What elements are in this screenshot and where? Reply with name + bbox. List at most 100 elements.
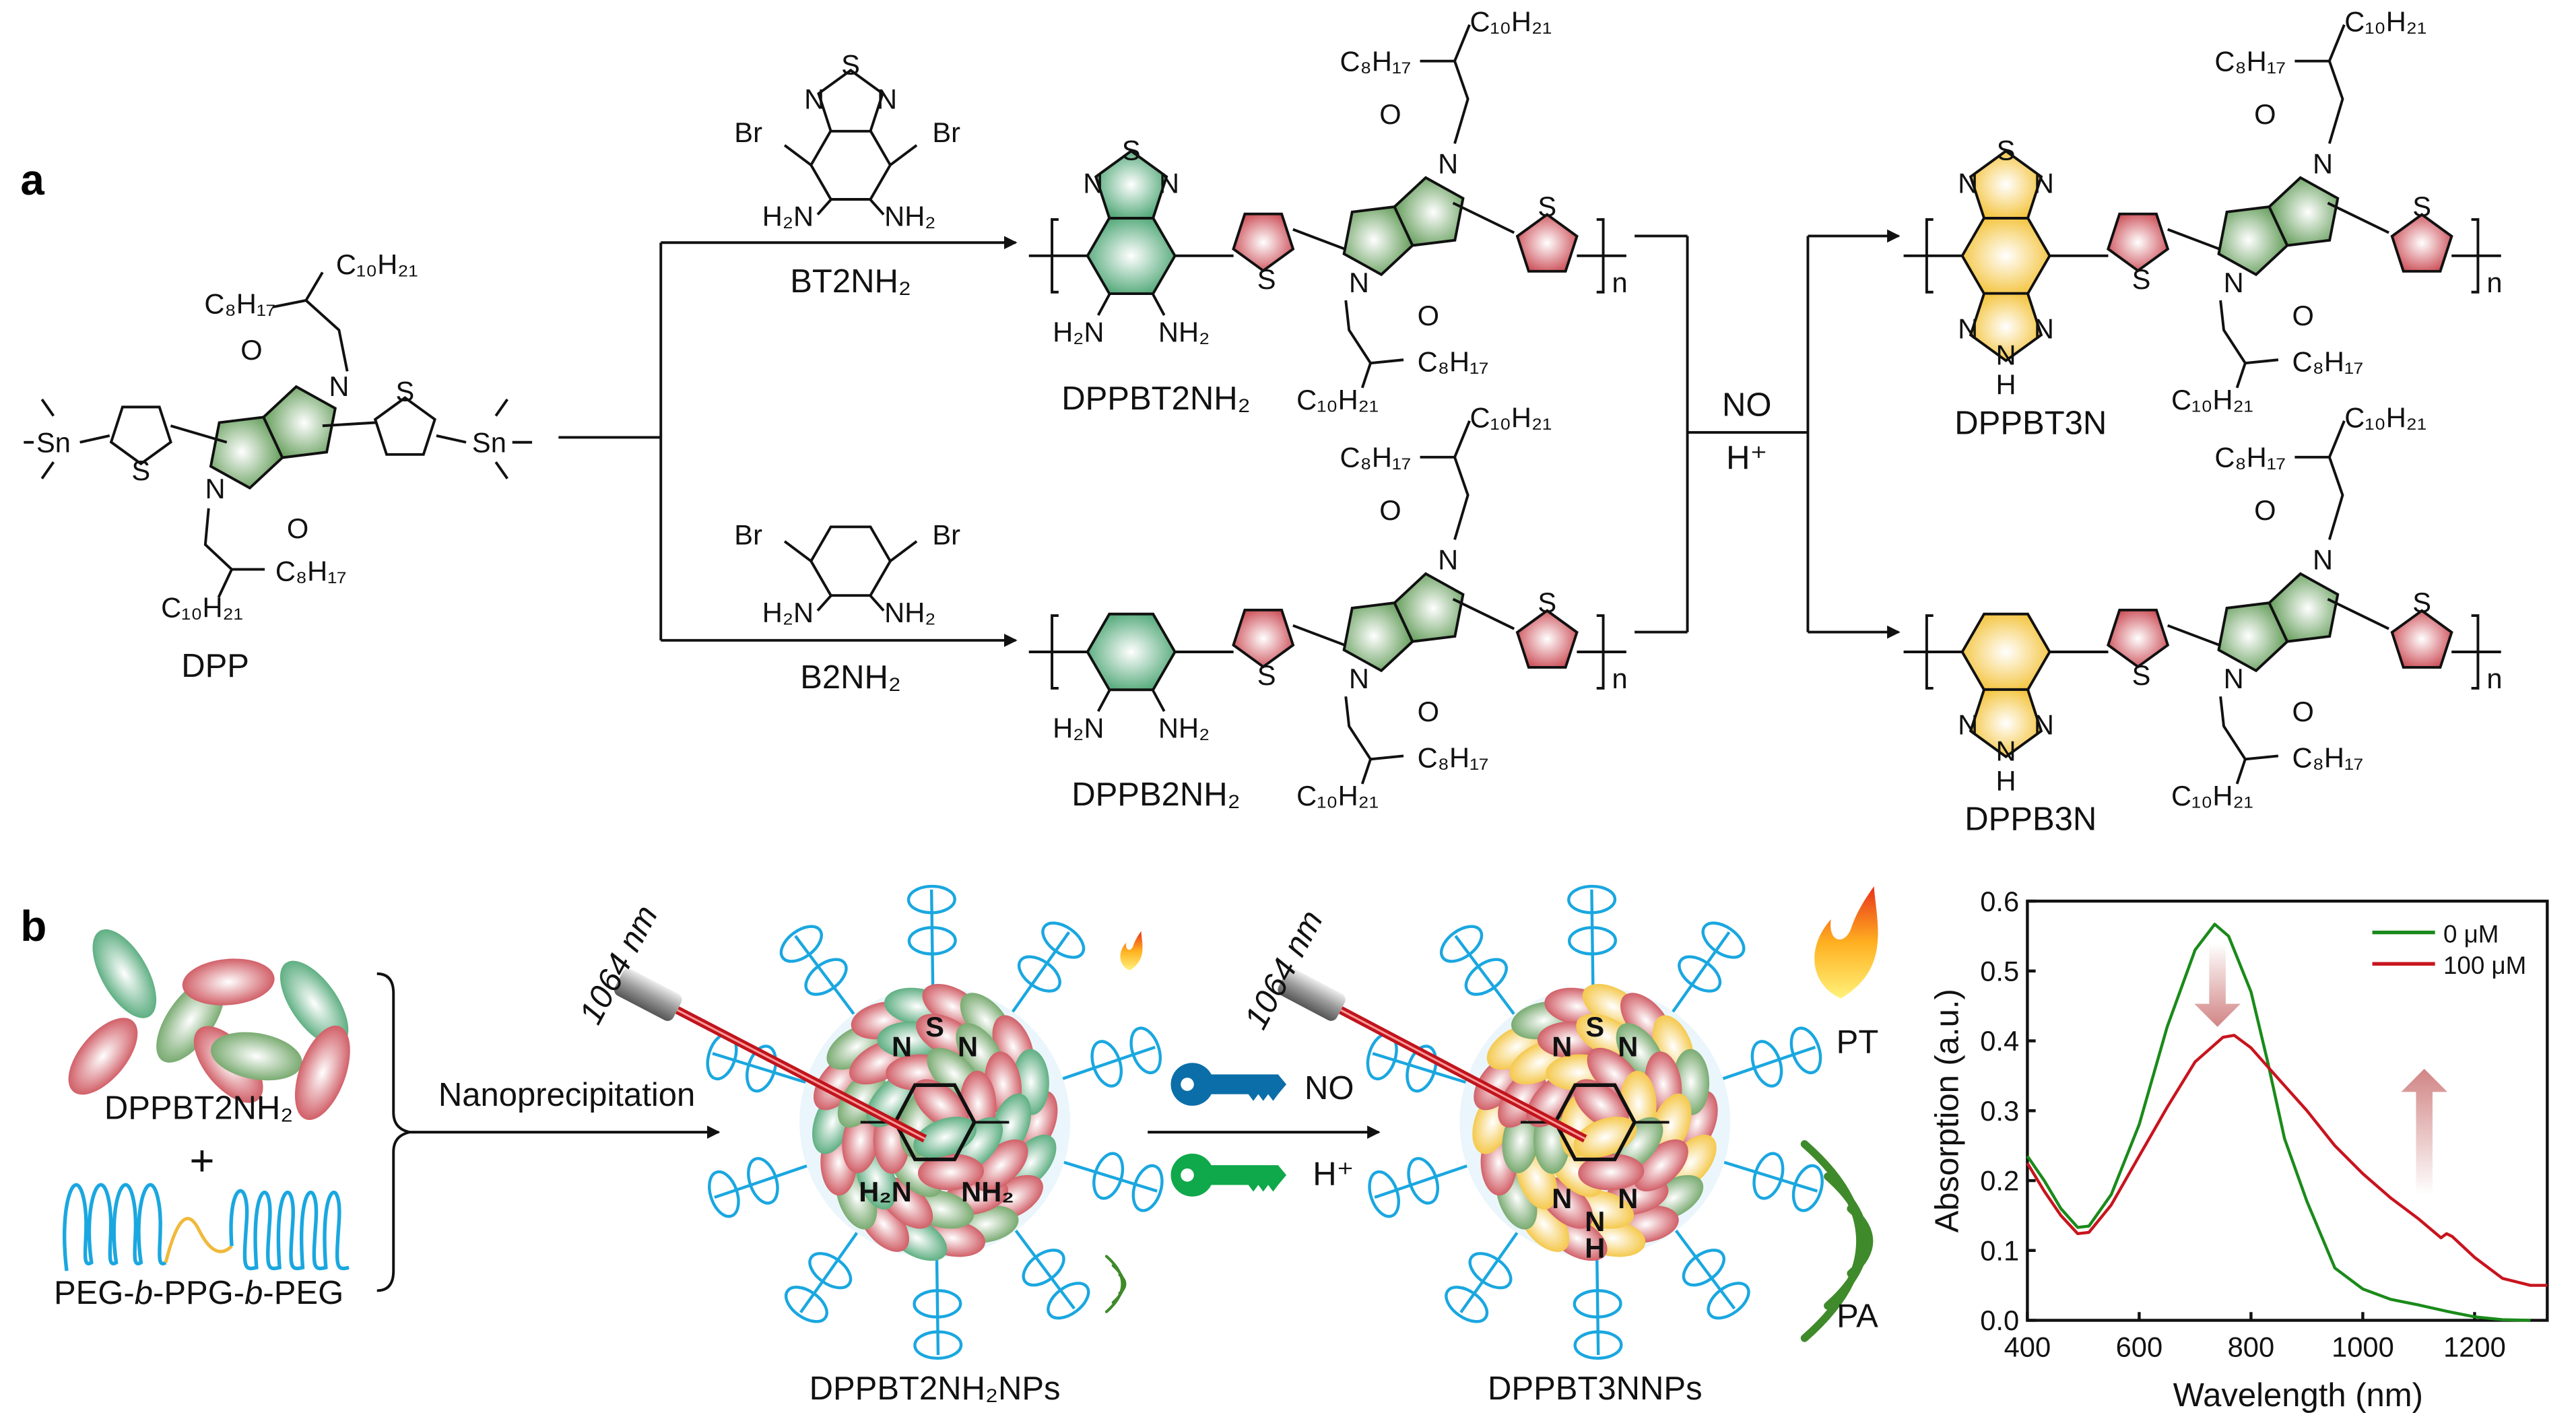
bond — [1360, 362, 1372, 389]
atom-label: C₈H₁₇ — [275, 556, 347, 587]
thiadiazole-ring — [1969, 149, 2043, 220]
atom-label: N — [2313, 147, 2333, 179]
laser-fiber-icon — [1278, 968, 1346, 1021]
peg-loop — [1407, 1157, 1439, 1205]
peg-loop — [1707, 1282, 1750, 1320]
key-blade — [1208, 1074, 1287, 1101]
atom-label: C₁₀H₂₁ — [336, 249, 418, 280]
side-chain — [2294, 455, 2344, 540]
laser — [614, 968, 927, 1143]
atom-label: N — [2313, 543, 2333, 575]
atom-label: C₁₀H₂₁ — [1469, 402, 1552, 434]
atom-label: NH₂ — [961, 1176, 1014, 1208]
plus-sign: + — [189, 1136, 214, 1185]
peg-loop — [1573, 1330, 1623, 1360]
peg-chain — [1454, 935, 1523, 1024]
x-tick-label: 400 — [2004, 1331, 2051, 1362]
bond — [2328, 24, 2346, 62]
atom-label: N — [329, 370, 349, 402]
thiophene-ring — [2106, 212, 2170, 273]
copolymer-part: PEG- — [54, 1275, 135, 1311]
polymer-structure: H₂N NH₂ S O N N O Sn C₈H₁₇ C₁₀H₂₁ C₈H₁₇ C₁₀H₂₁ DPPB2… — [1028, 402, 1628, 813]
peg-loop — [784, 1286, 828, 1323]
chart-ylabel: Absorption (a.u.) — [1929, 989, 1965, 1232]
atom-label: N — [2224, 267, 2244, 298]
atom-label: S — [1122, 135, 1141, 166]
bond — [816, 595, 832, 612]
atom-label: N — [1995, 339, 2016, 371]
x-tick-label: 800 — [2228, 1331, 2275, 1362]
bracket-left — [1925, 614, 1934, 690]
peg-loop — [708, 1170, 740, 1218]
polymer-segment — [279, 960, 349, 1047]
peg-loop — [1682, 1249, 1725, 1287]
nanoparticle-dppbt3n: SN NN NNH — [1366, 884, 1824, 1360]
side-chain — [203, 508, 265, 571]
peg-loop — [1368, 1170, 1400, 1218]
y-tick-label: 0.6 — [1980, 886, 2019, 917]
copolymer-part: b — [244, 1275, 263, 1311]
atom-label: S — [1538, 191, 1556, 222]
y-tick-label: 0.0 — [1980, 1304, 2019, 1336]
repeat-unit-n: n — [1612, 267, 1627, 298]
atom-label: C₈H₁₇ — [1340, 442, 1411, 473]
absorption-chart: Wavelength (nm) Absorption (a.u.) 0.0 0.1… — [1929, 886, 2549, 1414]
component-polymer-label: DPPBT2NH₂ — [104, 1090, 293, 1127]
polymer-name: DPPB3N — [1964, 801, 2096, 838]
bond — [304, 271, 324, 302]
atom-label: N — [1958, 312, 1978, 344]
peg-loop — [1791, 1164, 1824, 1212]
peg-chain — [712, 1052, 818, 1088]
flame-icon — [1814, 886, 1878, 999]
atom-label: N — [1552, 1183, 1572, 1214]
bracket-left — [1051, 218, 1059, 294]
bond — [783, 540, 812, 562]
bond — [494, 398, 508, 417]
x-tick-label: 600 — [2116, 1331, 2163, 1362]
bond — [1360, 758, 1372, 785]
peg-block — [229, 1189, 350, 1271]
benzene-ring — [810, 525, 892, 597]
atom-label: NH₂ — [884, 597, 935, 628]
thiophene-ring — [2390, 213, 2453, 273]
peg-block — [62, 1183, 167, 1271]
reagent-bt2nh2: SN N Br Br H₂N NH₂ BT2NH₂ — [734, 48, 960, 299]
peg-loop — [906, 884, 956, 915]
nanoparticle-dppbt2nh2: SN N H₂N NH₂ — [706, 884, 1164, 1360]
peg-loop — [746, 1045, 778, 1093]
legend-label: 100 μM — [2443, 952, 2526, 979]
atom-label: Sn — [472, 426, 506, 458]
key-blade — [1208, 1165, 1287, 1192]
peg-loop — [808, 1252, 853, 1290]
bond — [1096, 689, 1111, 713]
thiadiazole-ring — [1094, 149, 1168, 220]
green-key-icon — [1170, 1153, 1287, 1197]
peg-loop — [1131, 1164, 1164, 1212]
peg-chain — [935, 1246, 940, 1356]
atom-label: C₁₀H₂₁ — [1469, 6, 1552, 38]
peg-chain — [929, 889, 935, 999]
atom-label: C₁₀H₂₁ — [1296, 384, 1379, 416]
pa-label: PA — [1837, 1298, 1878, 1334]
peg-loop — [1789, 1026, 1822, 1075]
monomer-name: DPP — [181, 648, 249, 684]
atom-label: O — [1418, 696, 1439, 727]
bond — [2327, 201, 2389, 234]
atom-label: N — [1159, 168, 1179, 199]
atom-label: S — [2412, 191, 2431, 222]
key-no-label: NO — [1304, 1070, 1354, 1106]
peg-chain — [1667, 1220, 1736, 1310]
atom-label: H — [1995, 765, 2016, 797]
atom-label: C₈H₁₇ — [2214, 45, 2286, 77]
bond — [816, 199, 832, 216]
atom-label: O — [287, 513, 308, 544]
benzene-ring — [1086, 216, 1177, 296]
atom-label: C₁₀H₂₁ — [2344, 402, 2426, 434]
atom-label: C₈H₁₇ — [204, 288, 275, 320]
pyrrole-ring — [2268, 176, 2340, 247]
atom-label: Br — [932, 117, 960, 148]
monomer-dpp: S S Sn Sn O N N O C₈H₁₇ C₁₀H₂₁ C₈H₁₇ C₁₀H₂₁ DPP — [24, 249, 533, 684]
copolymer-part: -PPG- — [153, 1275, 244, 1311]
